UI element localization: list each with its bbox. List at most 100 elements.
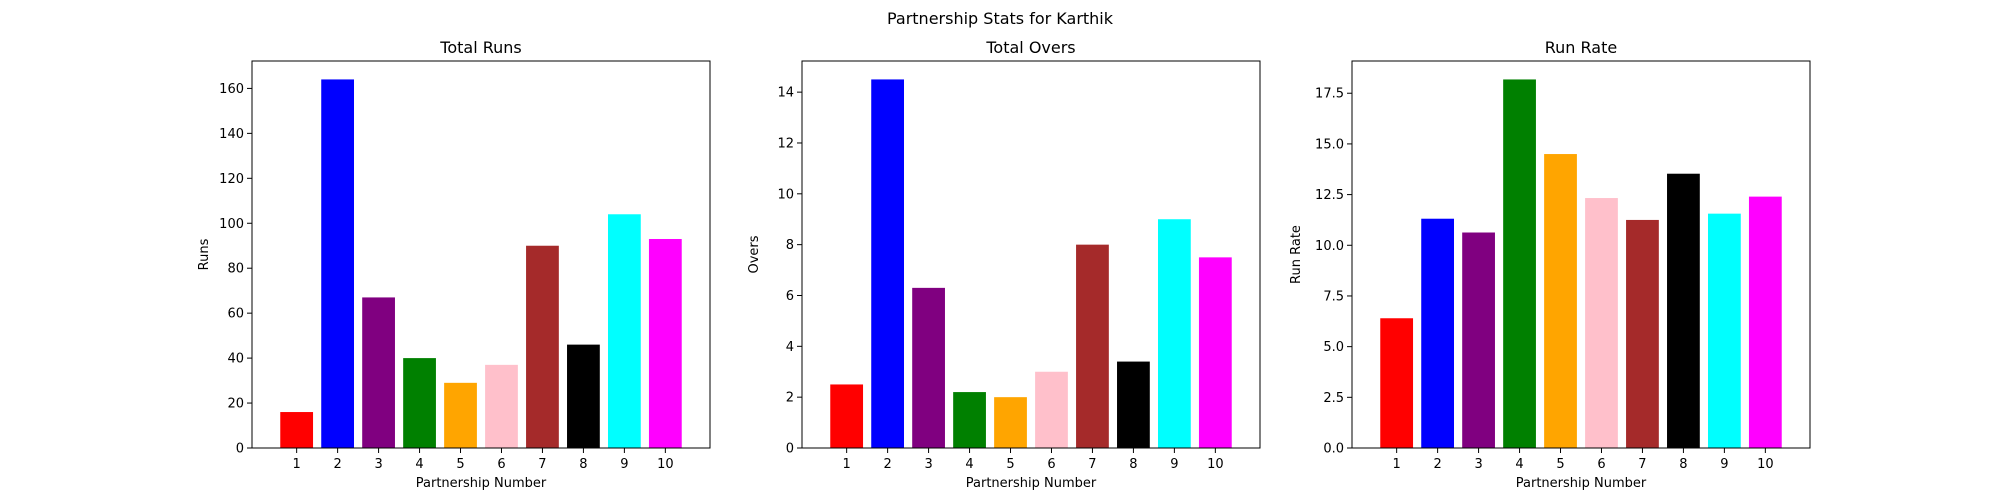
chart-title: Total Overs [985,38,1075,57]
x-tick-label: 3 [924,457,932,472]
x-tick-label: 2 [1433,457,1441,472]
y-tick-label: 80 [227,262,244,277]
bar-2 [321,79,355,448]
bar-10 [1198,257,1232,448]
x-axis-label: Partnership Number [1516,476,1647,491]
bar-1 [280,412,314,448]
chart-title: Run Rate [1545,38,1617,57]
bar-2 [1421,218,1455,448]
y-tick-label: 10 [777,187,794,202]
x-tick-label: 7 [1088,457,1096,472]
x-tick-label: 5 [1006,457,1014,472]
x-axis-label: Partnership Number [966,476,1097,491]
y-tick-label: 0 [236,442,244,457]
y-tick-label: 100 [219,217,244,232]
x-tick-label: 4 [415,457,423,472]
bar-3 [912,287,945,448]
y-tick-label: 17.5 [1315,87,1344,102]
bar-6 [1585,198,1618,448]
bar-8 [1117,361,1150,448]
bar-7 [1076,244,1109,448]
y-tick-label: 0 [786,442,794,457]
x-tick-label: 5 [1556,457,1564,472]
figure-suptitle: Partnership Stats for Karthik [887,9,1114,28]
x-tick-label: 10 [1207,457,1224,472]
x-tick-label: 10 [1757,457,1774,472]
bar-8 [1667,173,1700,448]
bar-6 [485,364,518,448]
y-axis-label: Runs [197,238,212,270]
y-tick-label: 14 [777,86,794,101]
x-axis-label: Partnership Number [416,476,547,491]
chart-panel-3: 1 2 3 4 5 6 7 8 9 10 0.0 2.5 5.0 7.5 10.0 12.5 15.0 17.5 R… [1289,38,1811,491]
x-tick-label: 3 [374,457,382,472]
y-tick-label: 10.0 [1315,239,1344,254]
x-tick-label: 1 [1393,457,1401,472]
axes-frame [251,60,711,449]
x-tick-label: 9 [1170,457,1178,472]
x-tick-label: 6 [1047,457,1055,472]
y-tick-label: 160 [219,82,244,97]
x-tick-label: 7 [538,457,546,472]
bar-7 [1626,219,1659,448]
bar-8 [567,344,600,448]
bar-5 [444,382,477,448]
x-tick-label: 9 [620,457,628,472]
x-tick-label: 2 [333,457,341,472]
axes-frame [801,60,1261,449]
x-tick-label: 2 [883,457,891,472]
y-axis-label: Run Rate [1289,225,1304,284]
bar-9 [1707,213,1741,448]
bar-10 [1748,196,1782,448]
y-tick-label: 12 [777,136,794,151]
x-tick-label: 5 [456,457,464,472]
y-tick-label: 2 [786,391,794,406]
axes-frame [1351,60,1811,449]
bar-5 [1544,154,1577,448]
y-tick-label: 120 [219,172,244,187]
bar-9 [1157,219,1191,448]
x-tick-label: 10 [657,457,674,472]
x-tick-label: 9 [1720,457,1728,472]
bar-6 [1035,371,1068,448]
x-tick-label: 4 [1515,457,1523,472]
y-tick-label: 5.0 [1323,340,1344,355]
bar-5 [994,397,1027,448]
y-tick-label: 7.5 [1323,289,1344,304]
x-tick-label: 6 [1597,457,1605,472]
bar-1 [1380,318,1414,448]
y-tick-label: 2.5 [1323,391,1344,406]
bar-3 [1462,232,1495,448]
x-tick-label: 3 [1474,457,1482,472]
y-axis-label: Overs [747,235,762,273]
bar-3 [362,297,395,448]
bar-4 [953,392,986,448]
x-tick-label: 1 [293,457,301,472]
y-tick-label: 8 [786,238,794,253]
y-tick-label: 12.5 [1315,188,1344,203]
bar-10 [648,238,682,448]
y-tick-label: 40 [227,352,244,367]
x-tick-label: 8 [579,457,587,472]
y-tick-label: 0.0 [1323,442,1344,457]
x-tick-label: 8 [1129,457,1137,472]
x-tick-label: 8 [1679,457,1687,472]
x-tick-label: 7 [1638,457,1646,472]
x-tick-label: 4 [965,457,973,472]
bar-9 [607,214,641,448]
y-tick-label: 20 [227,397,244,412]
chart-title: Total Runs [439,38,521,57]
bar-4 [403,358,436,448]
y-tick-label: 6 [786,289,794,304]
bar-1 [830,384,864,448]
bar-4 [1503,79,1536,448]
y-tick-label: 15.0 [1315,137,1344,152]
bar-7 [526,245,559,448]
x-tick-label: 1 [843,457,851,472]
x-tick-label: 6 [497,457,505,472]
y-tick-label: 140 [219,127,244,142]
y-tick-label: 4 [786,340,794,355]
